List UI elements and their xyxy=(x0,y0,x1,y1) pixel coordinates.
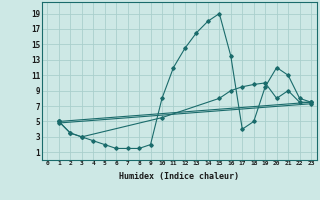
X-axis label: Humidex (Indice chaleur): Humidex (Indice chaleur) xyxy=(119,172,239,181)
